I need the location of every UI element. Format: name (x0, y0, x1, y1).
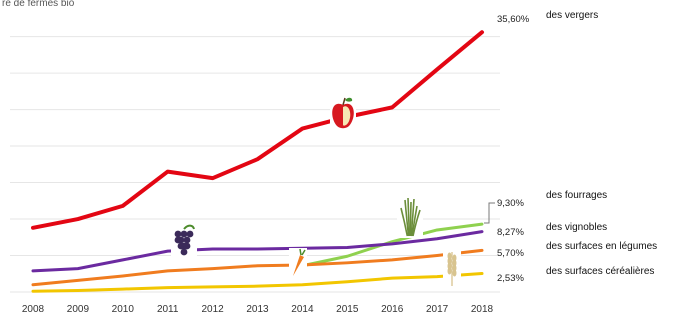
gridlines (10, 36, 500, 293)
series-name-label: des vergers (546, 10, 598, 21)
callout-line (484, 202, 495, 224)
x-tick-label: 2014 (291, 304, 314, 315)
x-tick-labels: 2008 2009 2010 2011 2012 2013 2014 2015 2016 2017… (22, 304, 494, 315)
series-line-4 (31, 272, 484, 293)
series-end-value: 5,70% (497, 248, 524, 259)
x-tick-label: 2012 (201, 304, 224, 315)
series-end-value: 2,53% (497, 273, 524, 284)
series-name-label: des surfaces céréalières (546, 266, 654, 277)
x-tick-label: 2016 (381, 304, 404, 315)
x-tick-label: 2017 (426, 304, 449, 315)
series-end-value: 8,27% (497, 227, 524, 238)
series-icons (171, 95, 461, 288)
series-name-label: des surfaces en légumes (546, 241, 657, 252)
grapes-icon (171, 224, 197, 258)
x-tick-label: 2008 (22, 304, 45, 315)
chart-subtitle: re de fermes bio (2, 0, 75, 9)
x-tick-label: 2018 (471, 304, 494, 315)
carrot-icon (289, 248, 307, 280)
series-lines (31, 30, 484, 293)
wheat-icon (443, 248, 461, 288)
series-name-label: des fourrages (546, 190, 607, 201)
apple-icon (330, 95, 356, 131)
series-labels: 35,60% des vergers 9,30% des fourrages 8,27%… (484, 10, 657, 284)
series-end-value: 35,60% (497, 14, 530, 25)
series-name-label: des vignobles (546, 222, 607, 233)
x-tick-label: 2011 (157, 304, 179, 315)
x-tick-label: 2010 (112, 304, 135, 315)
x-tick-label: 2015 (336, 304, 359, 315)
x-tick-label: 2009 (67, 304, 90, 315)
series-end-value: 9,30% (497, 198, 524, 209)
grass-icon (397, 197, 423, 238)
x-tick-label: 2013 (246, 304, 269, 315)
